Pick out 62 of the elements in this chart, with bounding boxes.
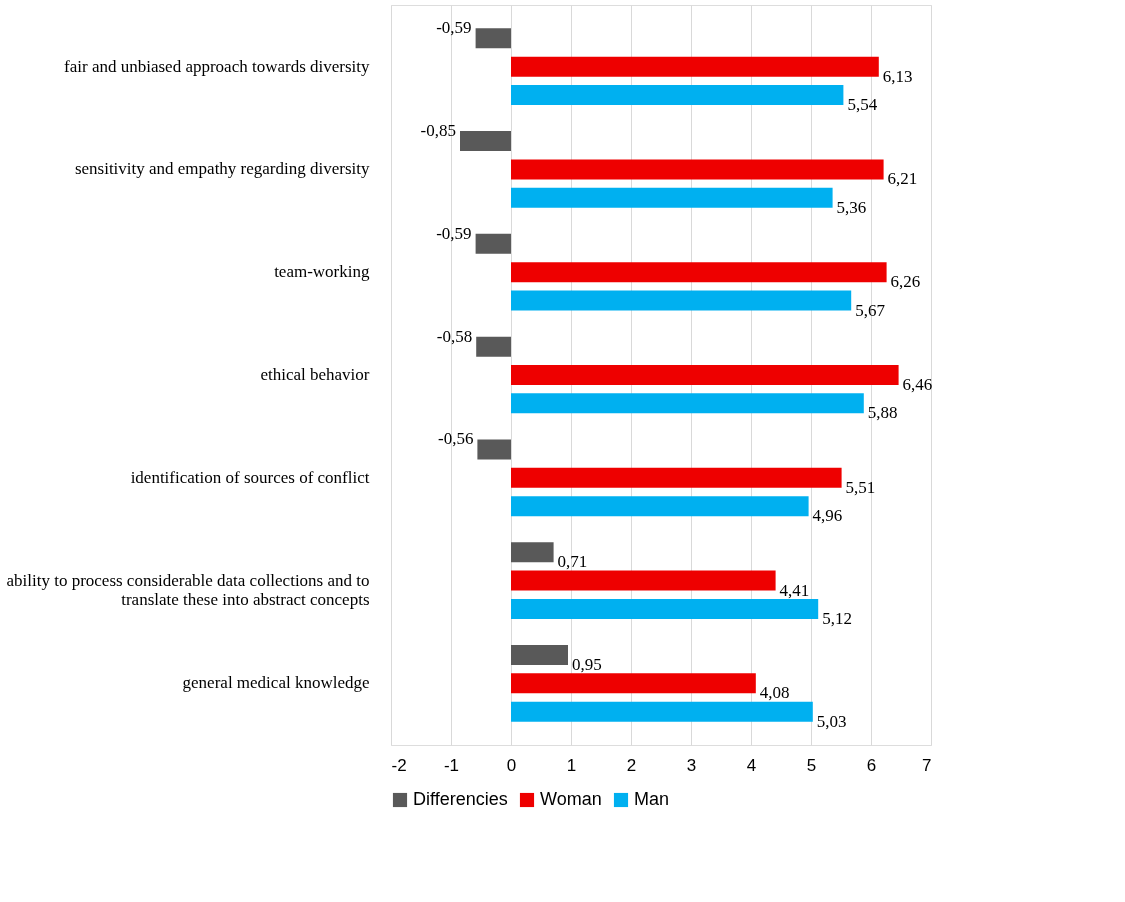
y-tick-label: team-working: [274, 262, 370, 282]
y-tick-label: identification of sources of conflict: [130, 467, 370, 487]
bar: [511, 365, 899, 385]
y-tick-label: ability to process considerable data collections and to translate these into abstract concepts: [6, 570, 370, 609]
data-label: 5,88: [867, 403, 898, 423]
x-tick-label: -1: [443, 755, 460, 775]
data-label: -0,85: [420, 121, 456, 141]
bar: [477, 439, 511, 460]
data-label: 5,12: [822, 608, 852, 628]
y-tick-label: fair and unbiased approach towards diversity: [64, 56, 370, 76]
x-tick-label: 5: [806, 755, 817, 775]
bar: [511, 644, 568, 665]
legend-label: Man: [634, 789, 670, 809]
bar: [511, 85, 844, 106]
data-label: 6,26: [890, 272, 921, 292]
data-label: 5,03: [816, 711, 847, 731]
x-tick-label: 6: [866, 755, 877, 775]
bar: [511, 56, 879, 77]
data-label: 6,13: [882, 66, 913, 86]
data-label: 4,96: [812, 506, 843, 526]
bar: [511, 542, 554, 563]
bar: [511, 496, 809, 517]
x-tick-label: 7: [922, 755, 932, 775]
data-label: 6,21: [887, 169, 918, 189]
bar: [511, 159, 884, 180]
data-label: 4,08: [759, 683, 790, 703]
x-tick-label: -2: [391, 755, 407, 775]
y-tick-label: general medical knowledge: [182, 673, 370, 693]
x-tick-label: 2: [626, 755, 637, 775]
data-label: 5,67: [855, 300, 886, 320]
x-tick-label: 0: [506, 755, 517, 775]
data-label: -0,59: [436, 18, 472, 38]
bar: [511, 393, 864, 414]
bar: [475, 28, 511, 49]
data-label: 5,51: [845, 477, 876, 497]
y-tick-label: sensitivity and empathy regarding diversity: [74, 159, 370, 179]
data-label: 5,36: [836, 197, 867, 217]
bar: [511, 187, 833, 208]
data-label: -0,56: [437, 429, 474, 449]
y-tick-label: ethical behavior: [260, 365, 370, 384]
legend-label: Differencies: [413, 789, 508, 809]
bar: [511, 262, 887, 283]
data-label: 6,46: [902, 375, 933, 394]
data-label: -0,58: [436, 326, 473, 346]
x-tick-label: 1: [566, 755, 577, 775]
bar: [511, 598, 819, 619]
x-tick-label: 4: [746, 755, 757, 775]
data-label: 0,71: [557, 552, 588, 572]
bar: [511, 570, 776, 591]
x-tick-label: 3: [686, 755, 697, 775]
data-label: 4,41: [779, 580, 810, 600]
bar: [511, 467, 842, 488]
bar: [511, 290, 852, 311]
bar: [511, 701, 813, 722]
bar: [476, 336, 511, 357]
bar: [460, 131, 511, 152]
data-label: 0,95: [572, 654, 602, 674]
legend-label: Woman: [540, 789, 602, 809]
bar: [511, 673, 756, 694]
data-label: -0,59: [436, 223, 472, 243]
data-label: 5,54: [847, 95, 878, 115]
bar: [475, 233, 511, 254]
